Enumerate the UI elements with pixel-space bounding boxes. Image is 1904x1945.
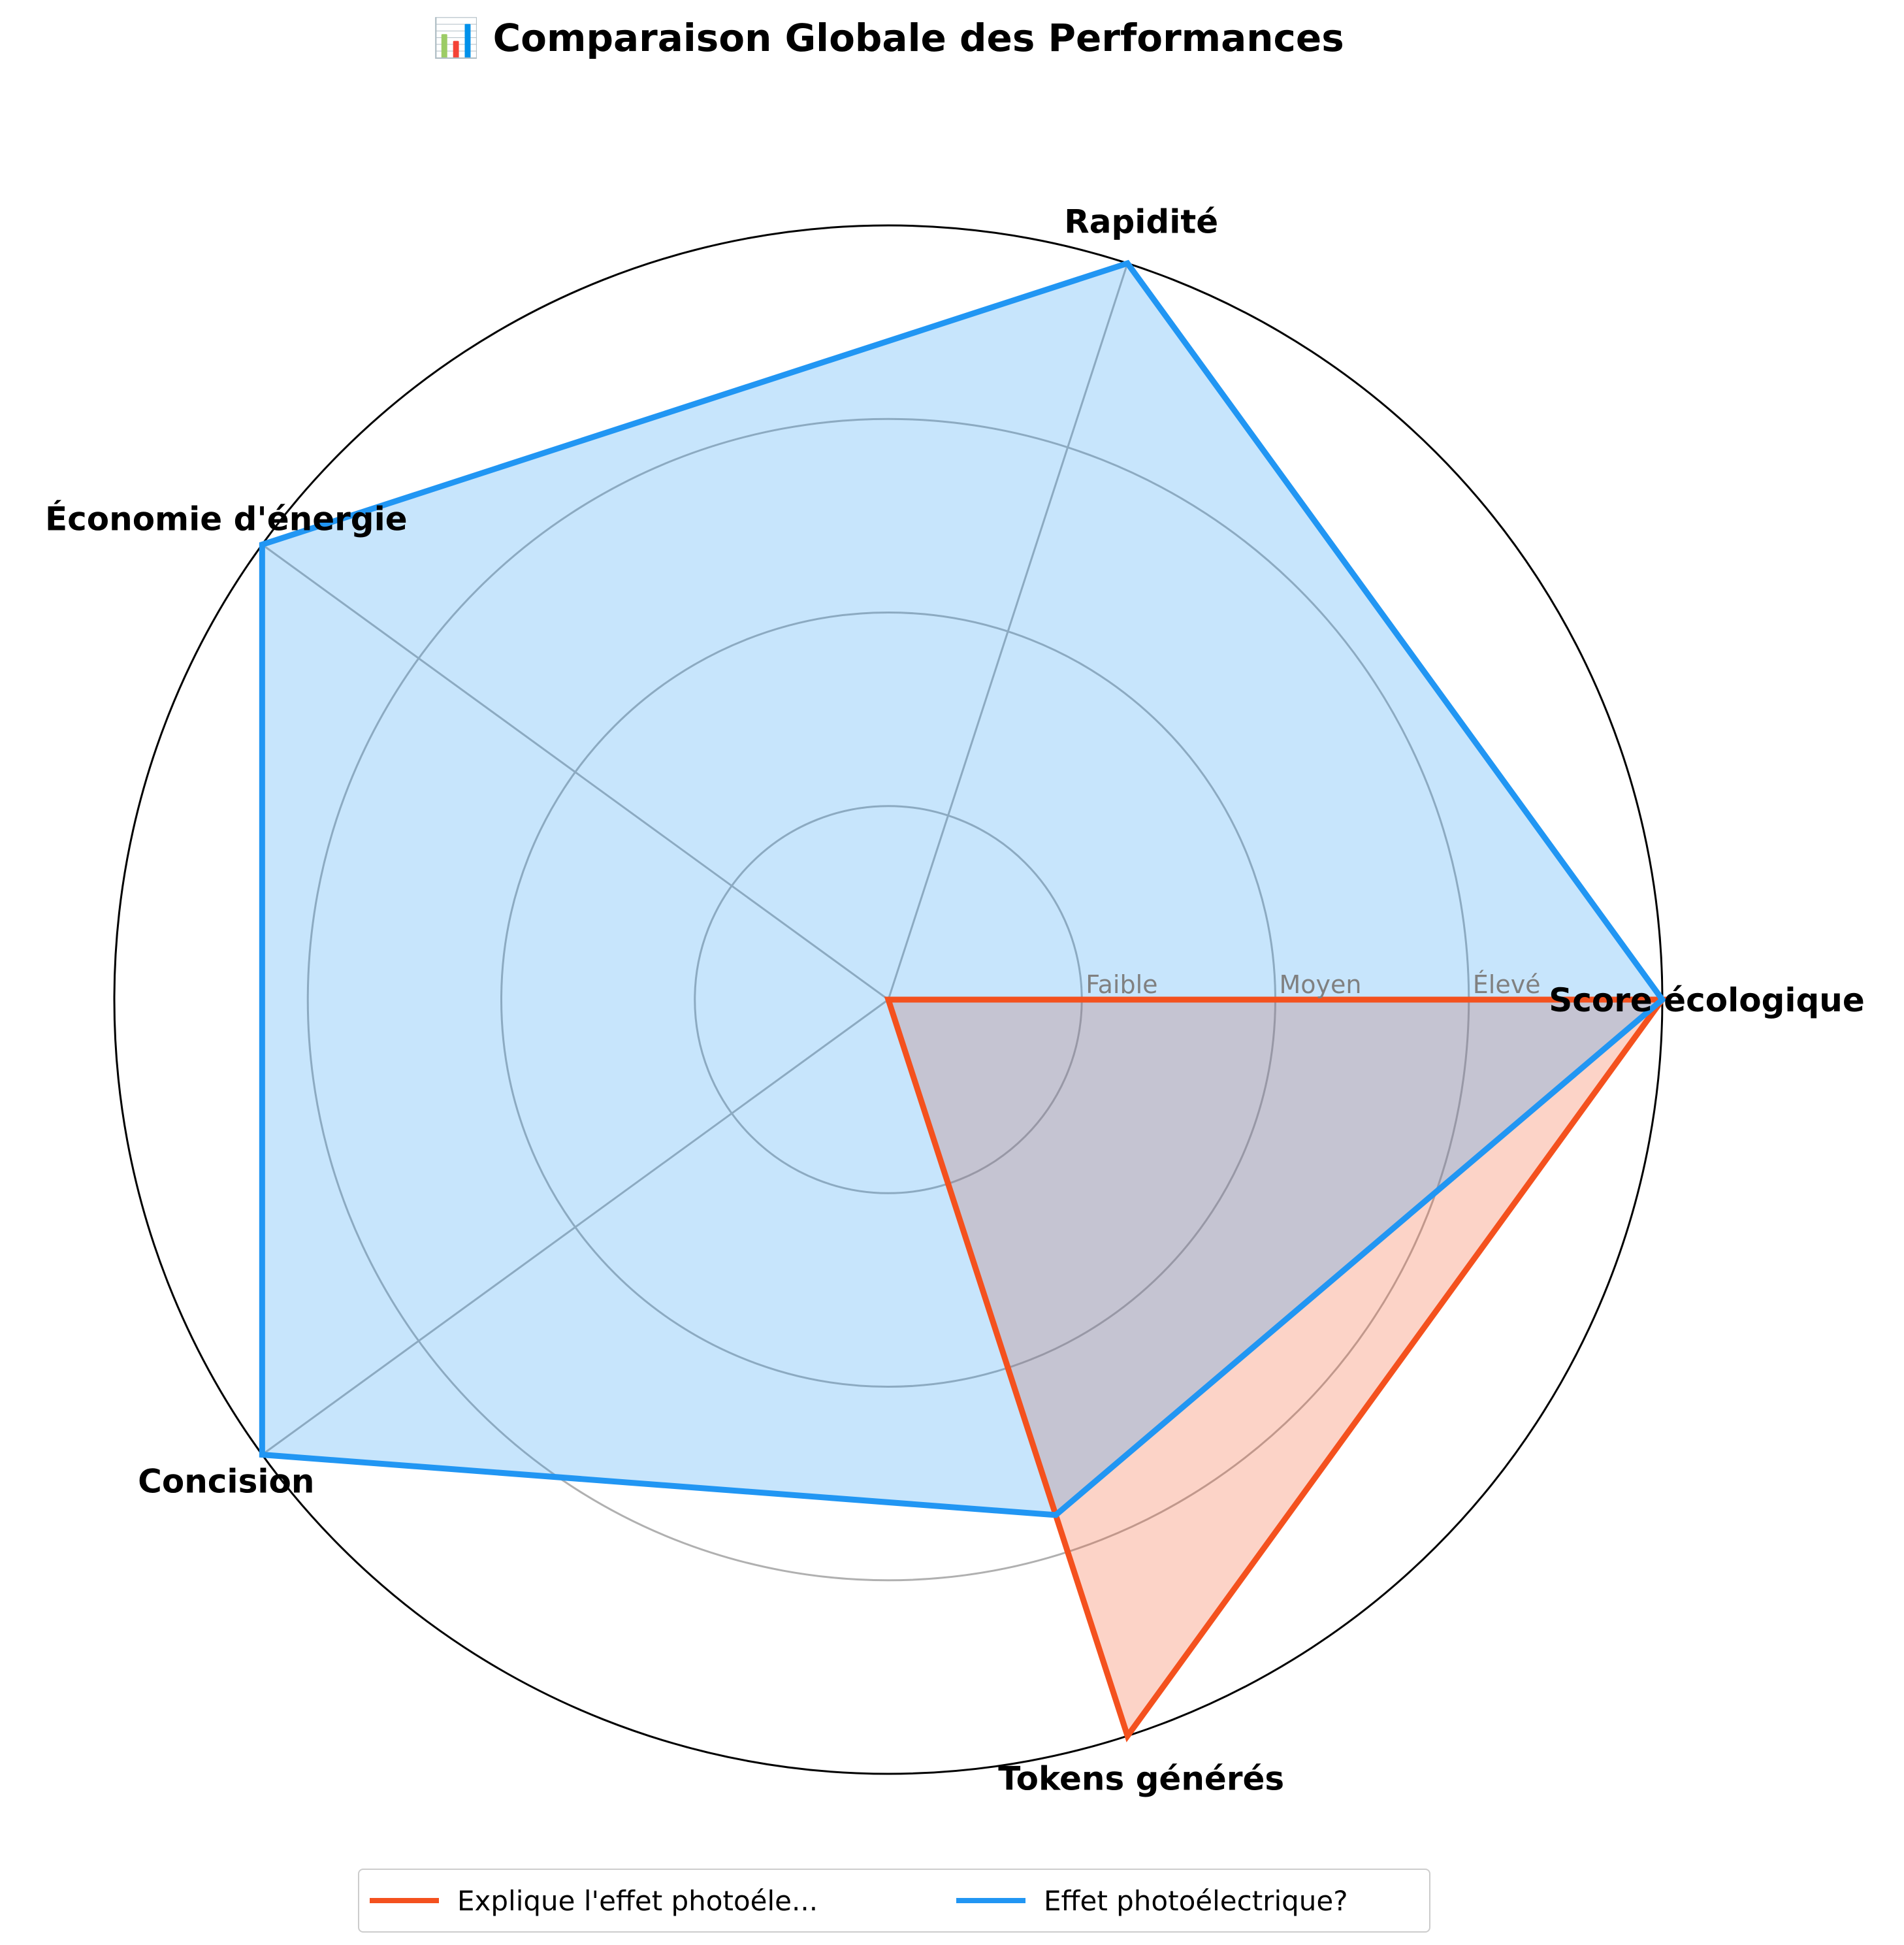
spoke-4 — [261, 998, 889, 1456]
radial-tick-label-3: Élevé — [1473, 970, 1541, 999]
legend-item-series-2: Effet photoélectrique? — [956, 1870, 1348, 1931]
axis-labels: Faible Moyen Élevé Score écologique Rapidité… — [45, 203, 1865, 1797]
radial-tick-label-1: Faible — [1086, 970, 1157, 999]
series-area-1 — [888, 1000, 1662, 1737]
axis-label-1: Score écologique — [1549, 981, 1865, 1019]
radial-tick-label-2: Moyen — [1280, 970, 1362, 999]
legend-label-series-2: Effet photoélectrique? — [1044, 1884, 1348, 1917]
series-line-2 — [259, 259, 1667, 1518]
legend-item-series-1: Explique l'effet photoéle... — [370, 1870, 818, 1931]
radar-series — [259, 259, 1668, 1742]
spoke-2 — [887, 263, 1129, 1000]
series-line-1 — [884, 996, 1668, 1742]
legend: Explique l'effet photoéle... Effet photo… — [358, 1869, 1430, 1933]
series-area-2 — [262, 263, 1662, 1515]
axis-label-3: Économie d'énergie — [45, 500, 408, 538]
axis-label-2: Rapidité — [1064, 203, 1218, 240]
legend-label-series-1: Explique l'effet photoéle... — [457, 1884, 818, 1917]
spoke-3 — [261, 544, 889, 1001]
legend-swatch-series-1 — [370, 1898, 439, 1903]
axis-label-4: Concision — [138, 1462, 314, 1500]
axis-label-5: Tokens générés — [998, 1760, 1284, 1798]
legend-swatch-series-2 — [956, 1898, 1025, 1903]
chart-title: 📊 Comparaison Globale des Performances — [432, 16, 1344, 60]
